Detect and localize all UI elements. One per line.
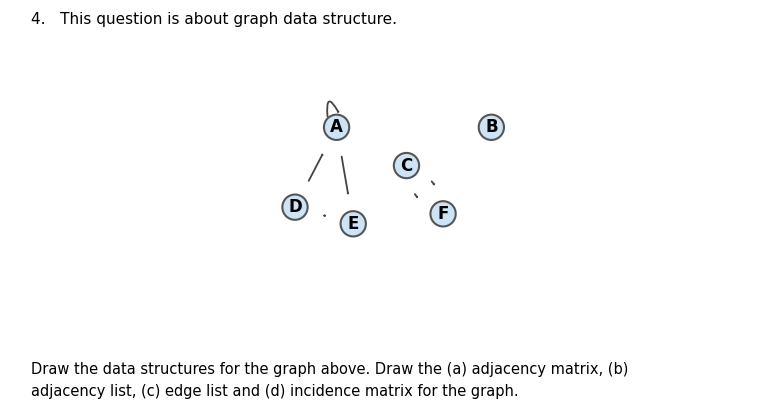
Text: C: C: [400, 156, 413, 175]
FancyArrowPatch shape: [415, 194, 417, 197]
Circle shape: [324, 115, 349, 140]
Circle shape: [283, 195, 308, 220]
Text: E: E: [348, 215, 359, 233]
FancyArrowPatch shape: [431, 181, 435, 184]
Text: 4.   This question is about graph data structure.: 4. This question is about graph data str…: [31, 12, 397, 27]
FancyArrowPatch shape: [341, 156, 348, 193]
Text: Draw the data structures for the graph above. Draw the (a) adjacency matrix, (b): Draw the data structures for the graph a…: [31, 362, 629, 399]
Text: F: F: [438, 205, 449, 223]
FancyArrowPatch shape: [309, 155, 323, 181]
Text: B: B: [485, 118, 498, 136]
Circle shape: [341, 211, 366, 236]
Circle shape: [431, 201, 456, 226]
Circle shape: [394, 153, 419, 178]
Circle shape: [478, 115, 504, 140]
Text: D: D: [288, 198, 302, 216]
FancyArrowPatch shape: [327, 102, 338, 116]
Text: A: A: [330, 118, 343, 136]
